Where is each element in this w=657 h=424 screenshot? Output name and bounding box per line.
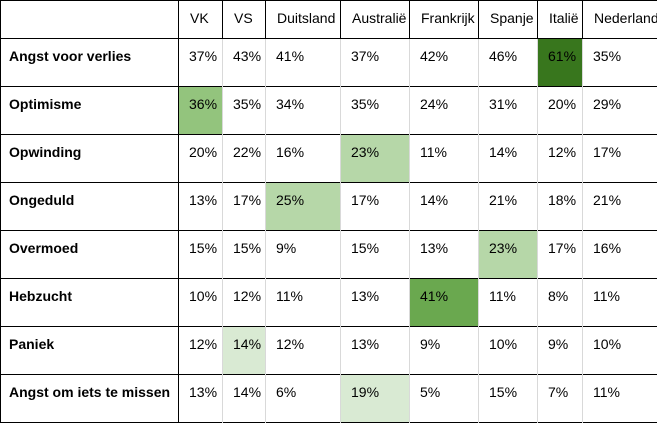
column-header-vk: VK xyxy=(178,0,223,39)
value-cell-highlighted: 19% xyxy=(340,374,410,423)
value-cell: 16% xyxy=(582,230,657,279)
table-row: Opwinding 20% 22% 16% 23% 11% 14% 12% 17… xyxy=(0,134,657,183)
table-row: Optimisme 36% 35% 34% 35% 24% 31% 20% 29… xyxy=(0,86,657,135)
value-cell: 18% xyxy=(537,182,583,231)
value-cell: 43% xyxy=(222,38,266,87)
value-cell: 15% xyxy=(340,230,410,279)
value-cell: 21% xyxy=(478,182,538,231)
column-header-vs: VS xyxy=(222,0,266,39)
table-row: Hebzucht 10% 12% 11% 13% 41% 11% 8% 11% xyxy=(0,278,657,327)
corner-cell xyxy=(0,0,179,39)
value-cell: 15% xyxy=(178,230,223,279)
header-row: VK VS Duitsland Australië Frankrijk Span… xyxy=(0,0,657,39)
value-cell: 41% xyxy=(265,38,341,87)
value-cell: 9% xyxy=(265,230,341,279)
value-cell: 11% xyxy=(582,278,657,327)
row-label: Paniek xyxy=(0,326,179,375)
row-label: Ongeduld xyxy=(0,182,179,231)
value-cell: 5% xyxy=(409,374,479,423)
value-cell: 17% xyxy=(537,230,583,279)
value-cell: 17% xyxy=(582,134,657,183)
value-cell: 42% xyxy=(409,38,479,87)
value-cell: 16% xyxy=(265,134,341,183)
value-cell: 9% xyxy=(537,326,583,375)
row-label: Angst voor verlies xyxy=(0,38,179,87)
table-row: Paniek 12% 14% 12% 13% 9% 10% 9% 10% xyxy=(0,326,657,375)
value-cell: 12% xyxy=(537,134,583,183)
value-cell: 12% xyxy=(222,278,266,327)
value-cell: 12% xyxy=(265,326,341,375)
value-cell-highlighted: 36% xyxy=(178,86,223,135)
value-cell: 11% xyxy=(409,134,479,183)
value-cell: 14% xyxy=(409,182,479,231)
table-row: Overmoed 15% 15% 9% 15% 13% 23% 17% 16% xyxy=(0,230,657,279)
value-cell: 35% xyxy=(582,38,657,87)
value-cell: 11% xyxy=(582,374,657,423)
row-label: Hebzucht xyxy=(0,278,179,327)
value-cell: 31% xyxy=(478,86,538,135)
row-label: Opwinding xyxy=(0,134,179,183)
value-cell: 11% xyxy=(478,278,538,327)
value-cell: 7% xyxy=(537,374,583,423)
table-row: Ongeduld 13% 17% 25% 17% 14% 21% 18% 21% xyxy=(0,182,657,231)
column-header-duitsland: Duitsland xyxy=(265,0,341,39)
value-cell: 35% xyxy=(340,86,410,135)
value-cell: 20% xyxy=(537,86,583,135)
value-cell: 13% xyxy=(340,326,410,375)
value-cell: 17% xyxy=(340,182,410,231)
value-cell: 11% xyxy=(265,278,341,327)
table-row: Angst voor verlies 37% 43% 41% 37% 42% 4… xyxy=(0,38,657,87)
value-cell-highlighted: 23% xyxy=(340,134,410,183)
value-cell: 9% xyxy=(409,326,479,375)
value-cell: 37% xyxy=(178,38,223,87)
value-cell: 17% xyxy=(222,182,266,231)
value-cell: 34% xyxy=(265,86,341,135)
row-label: Angst om iets te missen xyxy=(0,374,179,423)
value-cell-highlighted: 61% xyxy=(537,38,583,87)
value-cell: 22% xyxy=(222,134,266,183)
column-header-italie: Italië xyxy=(537,0,583,39)
value-cell: 46% xyxy=(478,38,538,87)
value-cell: 21% xyxy=(582,182,657,231)
value-cell: 8% xyxy=(537,278,583,327)
value-cell-highlighted: 14% xyxy=(222,326,266,375)
value-cell: 13% xyxy=(178,182,223,231)
value-cell: 24% xyxy=(409,86,479,135)
value-cell: 13% xyxy=(340,278,410,327)
value-cell: 15% xyxy=(478,374,538,423)
row-label: Optimisme xyxy=(0,86,179,135)
value-cell: 37% xyxy=(340,38,410,87)
value-cell: 6% xyxy=(265,374,341,423)
value-cell: 13% xyxy=(178,374,223,423)
value-cell: 10% xyxy=(178,278,223,327)
value-cell: 14% xyxy=(222,374,266,423)
table-row: Angst om iets te missen 13% 14% 6% 19% 5… xyxy=(0,374,657,423)
value-cell: 10% xyxy=(478,326,538,375)
value-cell: 13% xyxy=(409,230,479,279)
value-cell: 20% xyxy=(178,134,223,183)
value-cell: 12% xyxy=(178,326,223,375)
column-header-nederland: Nederland xyxy=(582,0,657,39)
value-cell-highlighted: 23% xyxy=(478,230,538,279)
value-cell: 15% xyxy=(222,230,266,279)
value-cell-highlighted: 25% xyxy=(265,182,341,231)
value-cell-highlighted: 41% xyxy=(409,278,479,327)
value-cell: 14% xyxy=(478,134,538,183)
value-cell: 10% xyxy=(582,326,657,375)
value-cell: 35% xyxy=(222,86,266,135)
column-header-frankrijk: Frankrijk xyxy=(409,0,479,39)
column-header-spanje: Spanje xyxy=(478,0,538,39)
value-cell: 29% xyxy=(582,86,657,135)
column-header-australie: Australië xyxy=(340,0,410,39)
row-label: Overmoed xyxy=(0,230,179,279)
